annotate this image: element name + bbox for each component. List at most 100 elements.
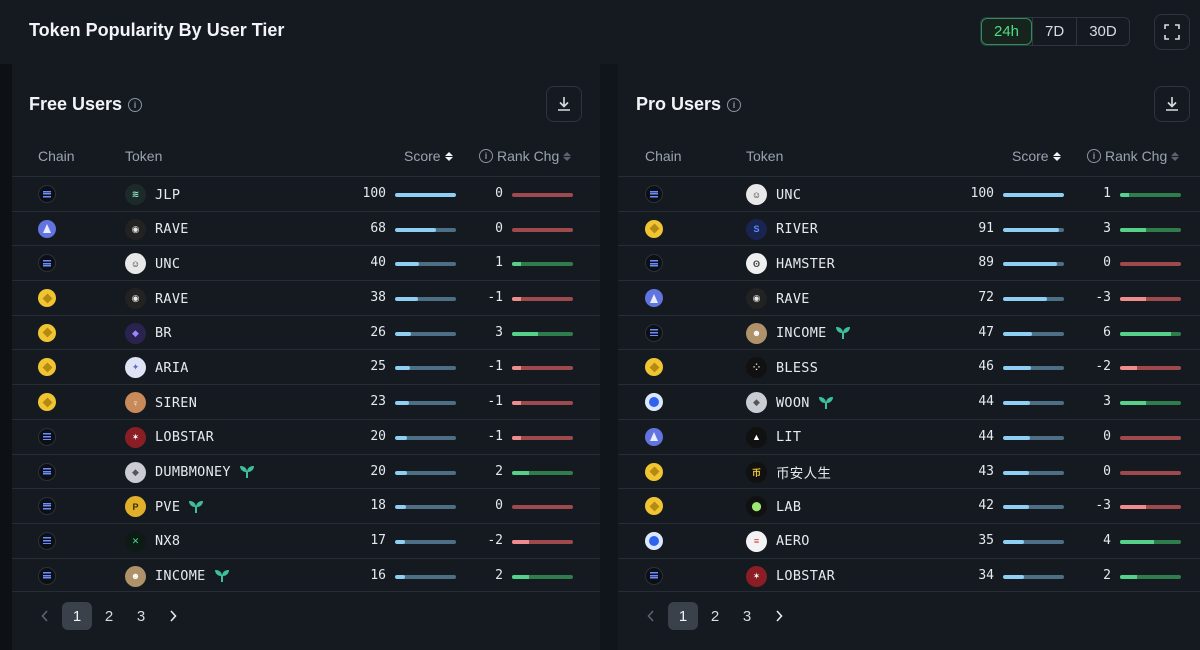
rave-icon: ◉	[746, 288, 767, 310]
table-row[interactable]: ☻ INCOME 47 6	[618, 314, 1200, 350]
sort-icon[interactable]	[444, 151, 453, 161]
info-icon[interactable]: i	[128, 97, 143, 112]
unc-icon: ☺	[746, 184, 767, 205]
token-cell[interactable]: ✦ ARIA	[125, 357, 189, 379]
table-row[interactable]: ◆ WOON 44 3	[618, 384, 1200, 419]
next-page-button[interactable]	[764, 602, 794, 630]
rank-change-bar	[512, 297, 573, 302]
token-cell[interactable]: ✶ LOBSTAR	[746, 565, 835, 587]
table-row[interactable]: ✶ LOBSTAR 20 -1	[12, 418, 600, 454]
token-cell[interactable]: 币币安人生	[746, 461, 831, 483]
token-cell[interactable]: ☻ INCOME	[746, 322, 850, 344]
download-button[interactable]	[1154, 86, 1190, 122]
rank-change-bar-fill	[512, 574, 530, 579]
rank-change-bar	[1120, 297, 1181, 302]
table-row[interactable]: ◆ BR 26 3	[12, 314, 600, 350]
prev-page-button[interactable]	[30, 602, 60, 630]
table-row[interactable]: ☺ UNC 40 1	[12, 245, 600, 280]
rank-change-bar	[512, 539, 573, 544]
token-cell[interactable]: ʘ HAMSTER	[746, 253, 835, 275]
table-row[interactable]: 币币安人生 43 0	[618, 453, 1200, 489]
table-row[interactable]: S RIVER 91 3	[618, 210, 1200, 246]
table-row[interactable]: ⁘ BLESS 46 -2	[618, 349, 1200, 384]
score-bar	[1003, 193, 1064, 197]
token-cell[interactable]: ☺ UNC	[125, 253, 180, 275]
aria-icon: ✦	[125, 357, 146, 379]
sort-icon[interactable]	[1052, 151, 1061, 161]
download-button[interactable]	[546, 86, 582, 122]
table-row[interactable]: ✦ ARIA 25 -1	[12, 349, 600, 384]
token-cell[interactable]: P PVE	[125, 496, 204, 518]
table-row[interactable]: ≋ JLP 100 0	[12, 176, 600, 211]
rank-change-bar-fill	[1120, 505, 1146, 510]
token-cell[interactable]: ◆ WOON	[746, 392, 833, 414]
table-row[interactable]: ≡ AERO 35 4	[618, 522, 1200, 558]
hamster-icon: ʘ	[746, 253, 767, 275]
token-cell[interactable]: ◆ DUMBMONEY	[125, 461, 254, 483]
table-row[interactable]: ☻ INCOME 16 2	[12, 557, 600, 593]
token-cell[interactable]: ⬤ LAB	[746, 496, 801, 518]
table-row[interactable]: ◉ RAVE 68 0	[12, 210, 600, 246]
rank-change-column-header[interactable]: i Rank Chg	[479, 148, 572, 164]
range-30d-button[interactable]: 30D	[1076, 18, 1129, 45]
page-2-button[interactable]: 2	[710, 607, 720, 625]
token-column-header: Token	[746, 148, 783, 164]
token-cell[interactable]: ◉ RAVE	[125, 218, 189, 240]
info-icon[interactable]: i	[727, 97, 742, 112]
solana-chain-icon	[38, 531, 56, 550]
table-row[interactable]: ◉ RAVE 38 -1	[12, 280, 600, 315]
range-7d-button[interactable]: 7D	[1032, 18, 1076, 45]
table-row[interactable]: ◉ RAVE 72 -3	[618, 280, 1200, 315]
page-3-button[interactable]: 3	[742, 607, 752, 625]
prev-page-button[interactable]	[636, 602, 666, 630]
token-cell[interactable]: S RIVER	[746, 218, 818, 240]
token-symbol: LIT	[776, 429, 802, 446]
sort-icon[interactable]	[563, 151, 572, 161]
token-cell[interactable]: ✕ NX8	[125, 530, 180, 552]
token-cell[interactable]: ◉ RAVE	[125, 288, 189, 310]
table-row[interactable]: ✶ LOBSTAR 34 2	[618, 557, 1200, 593]
score-column-header[interactable]: Score	[1012, 148, 1061, 164]
token-cell[interactable]: ♀ SIREN	[125, 392, 197, 414]
table-row[interactable]: P PVE 18 0	[12, 488, 600, 523]
token-cell[interactable]: ◆ BR	[125, 322, 172, 344]
score-value: 25	[370, 359, 386, 375]
rank-change-column-header[interactable]: i Rank Chg	[1087, 148, 1180, 164]
score-bar-fill	[395, 470, 408, 475]
sort-icon[interactable]	[1171, 151, 1180, 161]
jlp-icon: ≋	[125, 184, 146, 205]
table-row[interactable]: ♀ SIREN 23 -1	[12, 384, 600, 419]
score-value: 20	[370, 428, 386, 444]
score-column-header[interactable]: Score	[404, 148, 453, 164]
table-row[interactable]: ▲ LIT 44 0	[618, 418, 1200, 454]
page-2-button[interactable]: 2	[104, 607, 114, 625]
page-1-button[interactable]: 1	[62, 602, 92, 630]
token-cell[interactable]: ◉ RAVE	[746, 288, 810, 310]
info-icon[interactable]: i	[1087, 149, 1101, 163]
score-bar-fill	[395, 539, 406, 544]
score-value: 72	[978, 290, 994, 306]
table-row[interactable]: ʘ HAMSTER 89 0	[618, 245, 1200, 280]
next-page-button[interactable]	[158, 602, 188, 630]
fullscreen-button[interactable]	[1154, 14, 1190, 50]
table-row[interactable]: ✕ NX8 17 -2	[12, 522, 600, 558]
token-cell[interactable]: ≋ JLP	[125, 184, 180, 205]
bsc-chain-icon	[645, 219, 663, 238]
token-cell[interactable]: ☺ UNC	[746, 184, 801, 205]
lit-icon: ▲	[746, 426, 767, 448]
token-cell[interactable]: ⁘ BLESS	[746, 357, 818, 379]
token-cell[interactable]: ≡ AERO	[746, 530, 810, 552]
table-row[interactable]: ◆ DUMBMONEY 20 2	[12, 453, 600, 489]
table-row[interactable]: ☺ UNC 100 1	[618, 176, 1200, 211]
rank-change-value: 4	[1103, 532, 1111, 548]
bsc-chain-icon	[38, 393, 56, 412]
token-cell[interactable]: ▲ LIT	[746, 426, 802, 448]
token-cell[interactable]: ☻ INCOME	[125, 565, 229, 587]
info-icon[interactable]: i	[479, 149, 493, 163]
token-cell[interactable]: ✶ LOBSTAR	[125, 426, 214, 448]
page-1-button[interactable]: 1	[668, 602, 698, 630]
page-3-button[interactable]: 3	[136, 607, 146, 625]
range-24h-button[interactable]: 24h	[981, 18, 1033, 45]
table-row[interactable]: ⬤ LAB 42 -3	[618, 488, 1200, 523]
token-symbol: ARIA	[155, 359, 189, 376]
